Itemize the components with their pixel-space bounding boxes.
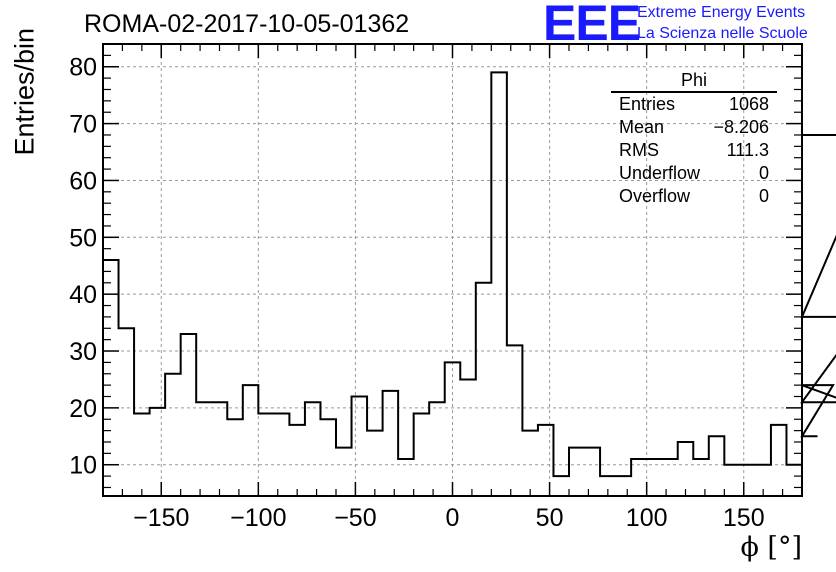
y-tick-label: 50 — [69, 224, 97, 252]
stats-row-rms: RMS 111.3 — [611, 139, 777, 162]
x-tick-label: −50 — [334, 504, 376, 532]
x-tick-label: 50 — [536, 504, 564, 532]
stats-row-underflow: Underflow 0 — [611, 162, 777, 185]
eee-logo: EEE — [543, 0, 641, 51]
stats-label: Overflow — [619, 186, 691, 206]
stats-value: 111.3 — [726, 140, 769, 160]
stats-title: Phi — [611, 70, 777, 93]
x-tick-label: 100 — [626, 504, 668, 532]
grid-lines — [103, 44, 802, 496]
stats-value: 0 — [758, 163, 769, 183]
stats-label: RMS — [619, 140, 659, 160]
y-tick-label: 60 — [69, 167, 97, 195]
y-tick-label: 30 — [69, 338, 97, 366]
stats-row-overflow: Overflow 0 — [611, 185, 777, 208]
logo-line-1: Extreme Energy Events — [637, 4, 806, 21]
stats-value: 0 — [758, 186, 769, 206]
y-tick-label: 40 — [69, 281, 97, 309]
run-title: ROMA-02-2017-10-05-01362 — [84, 10, 410, 38]
stats-label: Entries — [619, 94, 676, 114]
x-tick-label: −100 — [230, 504, 286, 532]
x-tick-label: 0 — [446, 504, 460, 532]
stats-label: Mean — [619, 117, 665, 137]
y-tick-label: 10 — [69, 452, 97, 480]
histogram-step-line — [103, 71, 836, 478]
axis-ticks — [102, 43, 803, 496]
stats-row-mean: Mean −8.206 — [611, 116, 777, 139]
y-axis-label: Entries/bin — [9, 27, 40, 156]
y-tick-label: 80 — [69, 54, 97, 82]
stats-value: −8.206 — [713, 117, 769, 137]
logo-line-2: La Scienza nelle Scuole — [637, 25, 808, 42]
axis-tick-labels: −150 −100 −50 0 50 100 150 10 20 30 40 50 60 70 80 — [69, 54, 764, 532]
stats-value: 1068 — [728, 94, 769, 114]
x-tick-label: −150 — [133, 504, 189, 532]
y-tick-label: 70 — [69, 111, 97, 139]
stats-row-entries: Entries 1068 — [611, 93, 777, 116]
stats-box: Phi Entries 1068 Mean −8.206 RMS 111.3 U… — [611, 70, 777, 208]
y-tick-label: 20 — [69, 395, 97, 423]
x-tick-label: 150 — [723, 504, 765, 532]
stats-label: Underflow — [619, 163, 701, 183]
x-axis-label: ϕ [°] — [740, 532, 802, 563]
